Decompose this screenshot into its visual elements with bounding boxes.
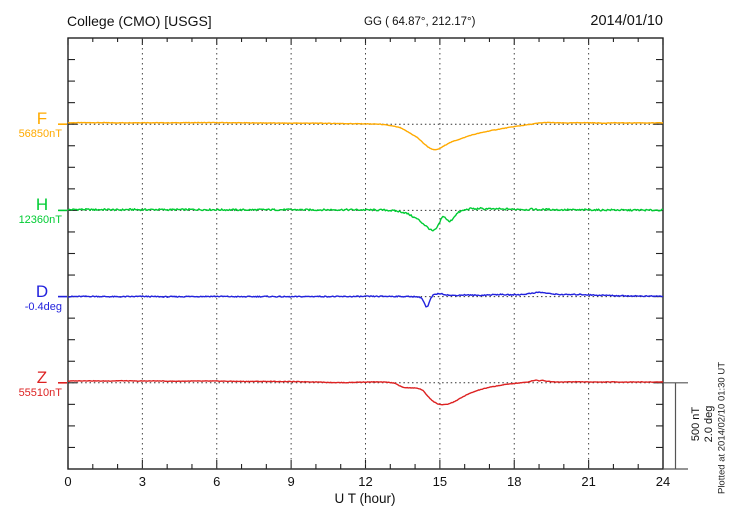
geo-coords: GG ( 64.87°, 212.17°)	[364, 16, 476, 28]
channel-value-d: -0.4deg	[24, 301, 62, 313]
channel-value-h: 12360nT	[18, 214, 62, 226]
x-tick-label: 0	[64, 474, 72, 489]
x-tick-label: 6	[213, 474, 221, 489]
x-tick-label: 9	[287, 474, 295, 489]
station-title: College (CMO) [USGS]	[67, 13, 212, 29]
channel-letter-z: Z	[36, 368, 48, 387]
channel-value-z: 55510nT	[18, 387, 62, 399]
channel-letter-d: D	[35, 282, 49, 301]
x-tick-label: 3	[138, 474, 146, 489]
plotted-at-note: Plotted at 2014/02/10 01:30 UT	[716, 361, 728, 495]
channel-letter-f: F	[36, 109, 48, 128]
x-tick-label: 18	[507, 474, 522, 489]
scalebar-value-deg: 2.0 deg	[703, 405, 715, 443]
trace-h	[67, 206, 664, 232]
channel-letter-h: H	[35, 195, 49, 214]
scalebar-value-nt: 500 nT	[690, 406, 702, 442]
trace-z	[67, 379, 664, 406]
scalebar-labels: 500 nT 2.0 deg	[690, 406, 716, 443]
x-tick-label: 12	[358, 474, 373, 489]
x-tick-label: 21	[581, 474, 596, 489]
trace-d	[67, 291, 664, 308]
x-tick-label: 24	[655, 474, 671, 489]
trace-f	[67, 121, 664, 151]
x-axis-label: U T (hour)	[334, 491, 396, 506]
channel-value-f: 56850nT	[18, 128, 62, 140]
x-tick-label: 15	[432, 474, 448, 489]
plot-date: 2014/01/10	[590, 13, 663, 29]
